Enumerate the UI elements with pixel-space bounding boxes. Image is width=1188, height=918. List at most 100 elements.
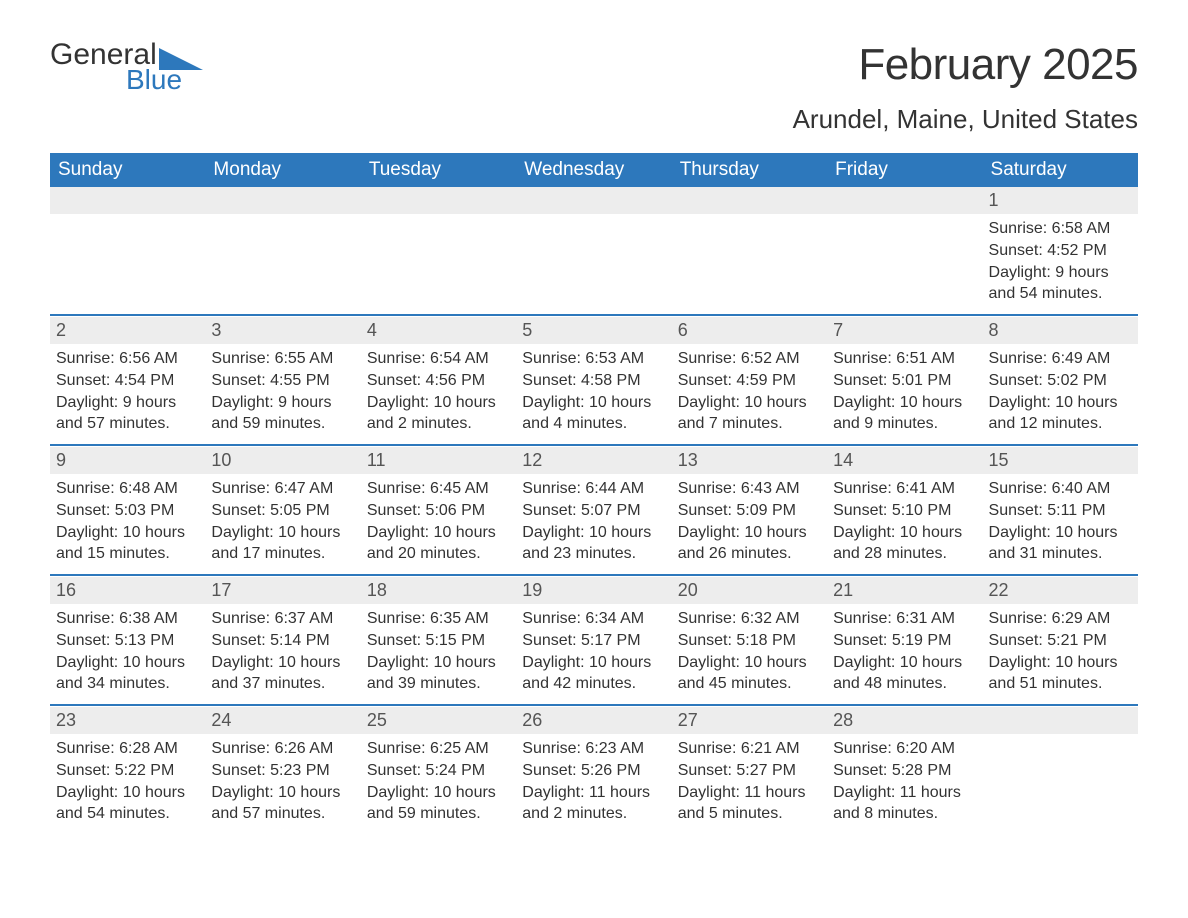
day-header: Wednesday (516, 153, 671, 187)
sunrise-text: Sunrise: 6:43 AM (678, 478, 821, 500)
sunrise-text: Sunrise: 6:29 AM (989, 608, 1132, 630)
day-data: Sunrise: 6:29 AMSunset: 5:21 PMDaylight:… (983, 604, 1138, 702)
calendar-cell: 26Sunrise: 6:23 AMSunset: 5:26 PMDayligh… (516, 707, 671, 835)
sunset-text: Sunset: 5:14 PM (211, 630, 354, 652)
daylight-text: Daylight: 10 hours and 39 minutes. (367, 652, 510, 695)
daylight-text: Daylight: 11 hours and 5 minutes. (678, 782, 821, 825)
day-header: Sunday (50, 153, 205, 187)
day-data: Sunrise: 6:26 AMSunset: 5:23 PMDaylight:… (205, 734, 360, 832)
calendar-cell (672, 187, 827, 315)
sunrise-text: Sunrise: 6:55 AM (211, 348, 354, 370)
calendar-cell (50, 187, 205, 315)
sunrise-text: Sunrise: 6:32 AM (678, 608, 821, 630)
month-title: February 2025 (793, 40, 1138, 90)
sunset-text: Sunset: 5:09 PM (678, 500, 821, 522)
day-number: 26 (516, 707, 671, 734)
header: General Blue February 2025 Arundel, Main… (50, 40, 1138, 135)
day-number: 22 (983, 577, 1138, 604)
day-data: Sunrise: 6:45 AMSunset: 5:06 PMDaylight:… (361, 474, 516, 572)
sunset-text: Sunset: 5:11 PM (989, 500, 1132, 522)
day-data: Sunrise: 6:54 AMSunset: 4:56 PMDaylight:… (361, 344, 516, 442)
day-data: Sunrise: 6:53 AMSunset: 4:58 PMDaylight:… (516, 344, 671, 442)
sunrise-text: Sunrise: 6:49 AM (989, 348, 1132, 370)
day-number: 2 (50, 317, 205, 344)
sunset-text: Sunset: 4:54 PM (56, 370, 199, 392)
day-data: Sunrise: 6:25 AMSunset: 5:24 PMDaylight:… (361, 734, 516, 832)
day-number: 12 (516, 447, 671, 474)
logo: General Blue (50, 40, 203, 94)
calendar-week: 2Sunrise: 6:56 AMSunset: 4:54 PMDaylight… (50, 317, 1138, 445)
day-header: Thursday (672, 153, 827, 187)
calendar-week: 23Sunrise: 6:28 AMSunset: 5:22 PMDayligh… (50, 707, 1138, 835)
calendar-cell (205, 187, 360, 315)
day-data: Sunrise: 6:52 AMSunset: 4:59 PMDaylight:… (672, 344, 827, 442)
day-data: Sunrise: 6:21 AMSunset: 5:27 PMDaylight:… (672, 734, 827, 832)
day-data: Sunrise: 6:41 AMSunset: 5:10 PMDaylight:… (827, 474, 982, 572)
day-data: Sunrise: 6:58 AMSunset: 4:52 PMDaylight:… (983, 214, 1138, 312)
day-number: 17 (205, 577, 360, 604)
day-number: 8 (983, 317, 1138, 344)
day-number: 27 (672, 707, 827, 734)
calendar-cell: 24Sunrise: 6:26 AMSunset: 5:23 PMDayligh… (205, 707, 360, 835)
sunrise-text: Sunrise: 6:34 AM (522, 608, 665, 630)
sunrise-text: Sunrise: 6:41 AM (833, 478, 976, 500)
daylight-text: Daylight: 10 hours and 12 minutes. (989, 392, 1132, 435)
calendar-cell (516, 187, 671, 315)
calendar-cell: 5Sunrise: 6:53 AMSunset: 4:58 PMDaylight… (516, 317, 671, 445)
sunrise-text: Sunrise: 6:56 AM (56, 348, 199, 370)
day-header: Tuesday (361, 153, 516, 187)
sunset-text: Sunset: 5:13 PM (56, 630, 199, 652)
calendar-cell: 2 Sunrise: 6:56 AMSunset: 4:54 PMDaylight… (50, 317, 205, 445)
calendar-cell: 18Sunrise: 6:35 AMSunset: 5:15 PMDayligh… (361, 577, 516, 705)
sunrise-text: Sunrise: 6:23 AM (522, 738, 665, 760)
calendar-cell (983, 707, 1138, 835)
sunrise-text: Sunrise: 6:52 AM (678, 348, 821, 370)
day-number (827, 187, 982, 214)
calendar-cell: 20Sunrise: 6:32 AMSunset: 5:18 PMDayligh… (672, 577, 827, 705)
sunrise-text: Sunrise: 6:40 AM (989, 478, 1132, 500)
sunrise-text: Sunrise: 6:38 AM (56, 608, 199, 630)
day-number: 18 (361, 577, 516, 604)
day-data: Sunrise: 6:44 AMSunset: 5:07 PMDaylight:… (516, 474, 671, 572)
day-number: 24 (205, 707, 360, 734)
sunset-text: Sunset: 5:26 PM (522, 760, 665, 782)
calendar-cell: 4Sunrise: 6:54 AMSunset: 4:56 PMDaylight… (361, 317, 516, 445)
day-number: 5 (516, 317, 671, 344)
day-header: Saturday (983, 153, 1138, 187)
sunset-text: Sunset: 4:55 PM (211, 370, 354, 392)
sunset-text: Sunset: 5:06 PM (367, 500, 510, 522)
day-number: 1 (983, 187, 1138, 214)
sunrise-text: Sunrise: 6:47 AM (211, 478, 354, 500)
daylight-text: Daylight: 9 hours and 57 minutes. (56, 392, 199, 435)
sunrise-text: Sunrise: 6:48 AM (56, 478, 199, 500)
daylight-text: Daylight: 10 hours and 7 minutes. (678, 392, 821, 435)
calendar-cell: 3Sunrise: 6:55 AMSunset: 4:55 PMDaylight… (205, 317, 360, 445)
day-number: 3 (205, 317, 360, 344)
day-data: Sunrise: 6:28 AMSunset: 5:22 PMDaylight:… (50, 734, 205, 832)
day-data: Sunrise: 6:23 AMSunset: 5:26 PMDaylight:… (516, 734, 671, 832)
calendar-cell: 8Sunrise: 6:49 AMSunset: 5:02 PMDaylight… (983, 317, 1138, 445)
calendar-cell: 22Sunrise: 6:29 AMSunset: 5:21 PMDayligh… (983, 577, 1138, 705)
day-number (983, 707, 1138, 734)
daylight-text: Daylight: 10 hours and 28 minutes. (833, 522, 976, 565)
sunset-text: Sunset: 4:56 PM (367, 370, 510, 392)
calendar-cell: 23Sunrise: 6:28 AMSunset: 5:22 PMDayligh… (50, 707, 205, 835)
day-data: Sunrise: 6:37 AMSunset: 5:14 PMDaylight:… (205, 604, 360, 702)
day-number (361, 187, 516, 214)
day-number: 10 (205, 447, 360, 474)
daylight-text: Daylight: 10 hours and 37 minutes. (211, 652, 354, 695)
sunset-text: Sunset: 5:05 PM (211, 500, 354, 522)
sunrise-text: Sunrise: 6:58 AM (989, 218, 1132, 240)
daylight-text: Daylight: 10 hours and 57 minutes. (211, 782, 354, 825)
sunrise-text: Sunrise: 6:54 AM (367, 348, 510, 370)
day-number: 23 (50, 707, 205, 734)
sunset-text: Sunset: 5:17 PM (522, 630, 665, 652)
day-number: 14 (827, 447, 982, 474)
day-header-row: SundayMondayTuesdayWednesdayThursdayFrid… (50, 153, 1138, 187)
calendar-cell: 19Sunrise: 6:34 AMSunset: 5:17 PMDayligh… (516, 577, 671, 705)
day-data: Sunrise: 6:47 AMSunset: 5:05 PMDaylight:… (205, 474, 360, 572)
day-number: 21 (827, 577, 982, 604)
day-number: 15 (983, 447, 1138, 474)
daylight-text: Daylight: 10 hours and 48 minutes. (833, 652, 976, 695)
sunrise-text: Sunrise: 6:28 AM (56, 738, 199, 760)
